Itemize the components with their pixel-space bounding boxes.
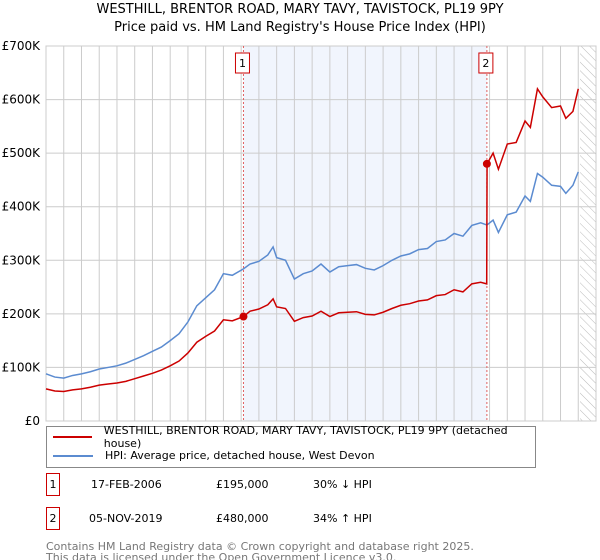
transaction-hpi: 30% ↓ HPI (313, 478, 372, 491)
annotation-label: 1 (239, 57, 246, 70)
transaction-hpi: 34% ↑ HPI (313, 512, 372, 525)
legend-label: WESTHILL, BRENTOR ROAD, MARY TAVY, TAVIS… (103, 423, 508, 450)
blue-line-swatch (53, 454, 93, 457)
transaction-price: £195,000 (216, 478, 269, 491)
y-tick-label: £300K (2, 253, 42, 267)
marker-badge: 1 (46, 473, 60, 496)
y-tick-label: £100K (2, 360, 42, 374)
legend-label: HPI: Average price, detached house, West… (105, 449, 375, 462)
transaction-date: 05-NOV-2019 (89, 512, 163, 525)
transaction-date: 17-FEB-2006 (91, 478, 162, 491)
legend-item-property: WESTHILL, BRENTOR ROAD, MARY TAVY, TAVIS… (47, 424, 535, 450)
chart-subtitle: Price paid vs. HM Land Registry's House … (114, 20, 486, 35)
transaction-price: £480,000 (216, 512, 269, 525)
footer-copyright: Contains HM Land Registry data © Crown c… (46, 540, 474, 553)
annotation-label: 2 (482, 57, 489, 70)
y-tick-label: £700K (2, 39, 42, 53)
red-line-swatch (53, 435, 92, 438)
y-tick-label: £200K (2, 307, 42, 321)
y-tick-label: £400K (2, 200, 42, 214)
y-tick-label: £0 (25, 414, 40, 425)
sale-point (239, 312, 248, 321)
annotation-box (234, 52, 250, 74)
transaction-row: 2 05-NOV-2019 £480,000 34% ↑ HPI (46, 507, 372, 530)
series-line (45, 86, 579, 393)
legend: WESTHILL, BRENTOR ROAD, MARY TAVY, TAVIS… (46, 424, 536, 468)
chart-title: WESTHILL, BRENTOR ROAD, MARY TAVY, TAVIS… (96, 2, 504, 17)
y-tick-label: £600K (2, 93, 42, 107)
footer-licence: This data is licensed under the Open Gov… (46, 551, 397, 560)
transaction-row: 1 17-FEB-2006 £195,000 30% ↓ HPI (46, 473, 372, 496)
annotation-box (478, 52, 494, 74)
legend-item-hpi: HPI: Average price, detached house, West… (47, 446, 535, 465)
y-tick-label: £500K (2, 146, 42, 160)
forecast-hatch (580, 46, 596, 421)
series-line (45, 171, 579, 379)
sale-point (482, 159, 491, 168)
chart-plot: 1995199619971998199920002001200220032004… (2, 39, 597, 425)
marker-badge: 2 (46, 507, 60, 530)
